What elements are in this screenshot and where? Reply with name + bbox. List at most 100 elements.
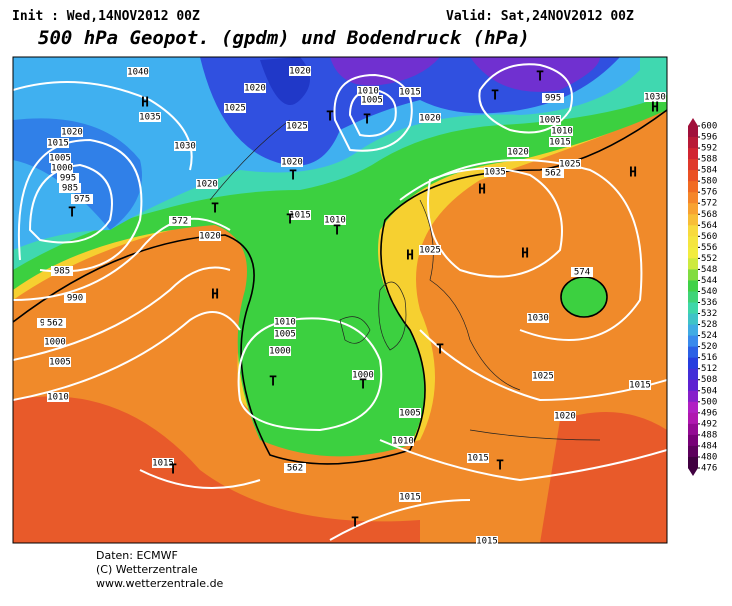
colorbar-segment [688,390,698,403]
label-bg [71,194,93,204]
label-bg [361,95,383,105]
label-bg [281,157,303,167]
colorbar-segment [688,379,698,392]
isobar [379,439,667,482]
pressure-center: T [326,110,334,125]
warm-area [13,396,420,543]
isobar-label: 1020 [289,67,311,77]
isobar-label: 1020 [554,412,576,422]
pressure-center: H [629,166,637,181]
pressure-center: T [351,516,359,531]
pressure-center: H [141,96,149,111]
label-bg [284,463,306,473]
label-bg [399,87,421,97]
colorbar-segment [688,236,698,248]
colorbar-segment [688,170,698,182]
isobar [419,329,667,402]
footer-line: Daten: ECMWF [96,549,178,562]
label-bg [244,83,266,93]
colorbar-segment [688,401,698,414]
colorbar-label: 508 [701,375,717,385]
isobar-label: 1015 [289,211,311,221]
isobar-label: 1025 [559,160,581,170]
label-bg [49,153,71,163]
isobar-label: 1035 [484,168,506,178]
colorbar-segment [688,192,698,204]
colorbar-label: 484 [701,441,717,451]
isobar-label: 1015 [476,537,498,547]
colorbar-label: 600 [701,122,717,132]
label-bg [476,536,498,546]
colorbar-segment [688,181,698,193]
colorbar-label: 504 [701,386,717,396]
label-bg [274,329,296,339]
purple-area [330,57,600,92]
label-bg [289,210,311,220]
isobar-label: 1020 [281,158,303,168]
isobar-label: 1000 [51,164,73,174]
colorbar-label: 560 [701,232,717,242]
label-bg [169,216,191,226]
label-bg [539,115,561,125]
isobar [13,217,231,301]
isobar-label: 1005 [49,154,71,164]
colorbar-segment [688,434,698,447]
colorbar-segment [688,159,698,171]
colorbar-label: 576 [701,188,717,198]
pressure-center: T [491,89,499,104]
colorbar-label: 580 [701,177,717,187]
isobar-label: 1025 [532,372,554,382]
isobar-label: 1005 [361,96,383,106]
label-bg [559,159,581,169]
isobar-label: 1005 [274,330,296,340]
colorbar-label: 544 [701,276,717,286]
label-bg [44,337,66,347]
isobar-label: 1005 [539,116,561,126]
isobar-label: 1025 [224,104,246,114]
isobar-label: 1000 [352,371,374,381]
label-bg [127,67,149,77]
colorbar-label: 532 [701,309,717,319]
colorbar-label: 540 [701,287,717,297]
colorbar-segment [688,302,698,315]
isobar [28,163,113,244]
colorbar-segment [688,269,698,281]
isobar-label: 1020 [244,84,266,94]
isobar-label: 1015 [399,493,421,503]
label-bg [419,113,441,123]
label-bg [507,147,529,157]
colorbar-segment [688,247,698,259]
isobar-label: 1000 [44,338,66,348]
colorbar-segment [688,445,698,458]
colorbar-label: 488 [701,430,717,440]
pressure-center: H [211,288,219,303]
map-labels: 1040H10351020101510051000995985975T98599… [37,66,666,547]
colorbar-segment [688,214,698,226]
colorbar-label: 476 [701,464,717,474]
isobar-label: 995 [545,94,561,104]
isobar-label: 1005 [49,358,71,368]
label-bg [139,112,161,122]
colorbar-segment [688,357,698,370]
label-bg [174,141,196,151]
pressure-center: T [269,375,277,390]
label-bg [196,179,218,189]
colorbar-label: 568 [701,210,717,220]
pressure-center: T [359,378,367,393]
label-bg [57,173,79,183]
colorbar-segment [688,412,698,425]
isobar-label: 1030 [174,142,196,152]
footer-line: www.wetterzentrale.de [96,577,224,590]
label-bg [47,392,69,402]
isobar [478,63,573,134]
isobar [399,159,643,341]
label-bg [61,127,83,137]
pressure-center: H [478,183,486,198]
label-bg [224,103,246,113]
colorbar-segment [688,225,698,237]
label-bg [44,318,66,328]
isobar-label: 985 [62,184,78,194]
label-bg [629,380,651,390]
isobar-label: 1005 [399,409,421,419]
label-bg [49,357,71,367]
